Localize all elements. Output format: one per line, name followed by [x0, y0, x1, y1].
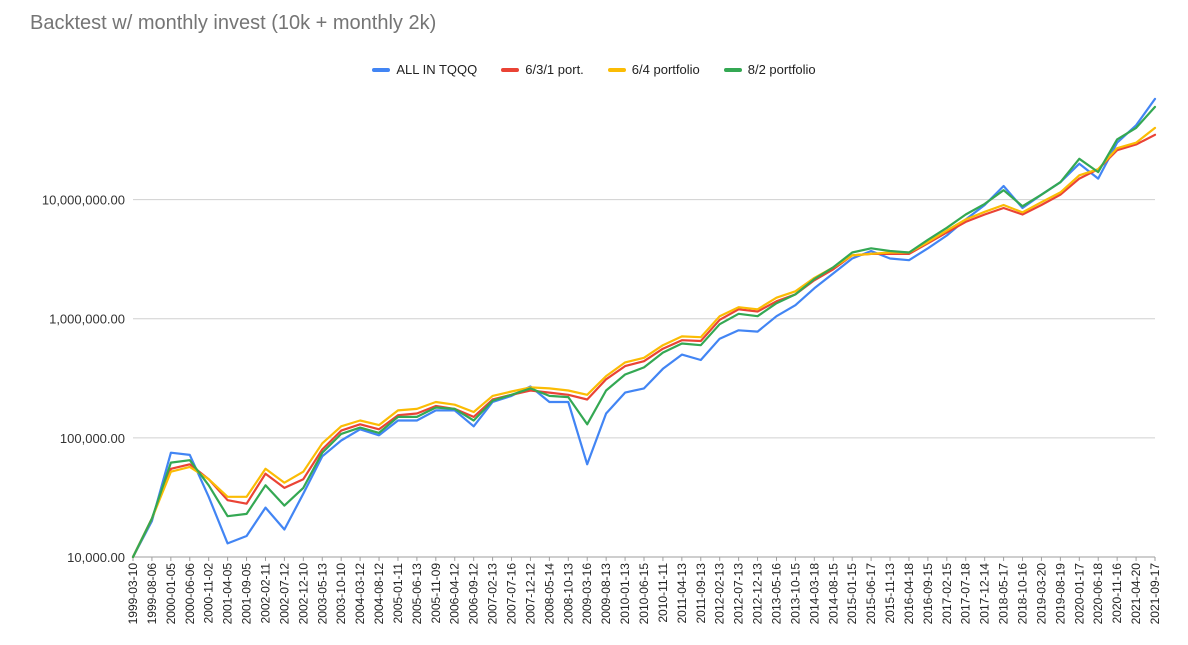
- x-tick-label: 2021-04-20: [1129, 563, 1143, 625]
- x-tick-label: 2006-09-12: [467, 563, 481, 625]
- x-tick-label: 2007-02-13: [486, 563, 500, 625]
- x-tick-label: 2005-11-09: [429, 563, 443, 624]
- legend-label: ALL IN TQQQ: [396, 62, 478, 77]
- x-tick-label: 2011-04-13: [675, 563, 689, 624]
- x-tick-label: 2018-05-17: [997, 563, 1011, 625]
- x-tick-label: 2001-09-05: [240, 563, 254, 625]
- x-tick-label: 2020-06-18: [1091, 563, 1105, 625]
- legend-swatch: [372, 67, 391, 72]
- x-tick-label: 1999-03-10: [126, 563, 140, 625]
- series-line-2: [131, 126, 1157, 559]
- x-tick-label: 2017-02-15: [940, 563, 954, 625]
- chart-legend: ALL IN TQQQ 6/3/1 port. 6/4 portfolio 8/…: [0, 62, 1188, 77]
- x-tick-label: 2010-01-13: [618, 563, 632, 625]
- legend-label: 8/2 portfolio: [747, 62, 816, 77]
- x-tick-label: 2016-09-15: [921, 563, 935, 625]
- legend-swatch: [723, 67, 742, 72]
- y-tick-label: 100,000.00: [60, 431, 125, 446]
- y-tick-label: 1,000,000.00: [49, 312, 125, 327]
- x-tick-label: 2015-06-17: [864, 563, 878, 625]
- x-tick-label: 2005-01-11: [391, 563, 405, 624]
- x-tick-label: 2002-12-10: [296, 563, 310, 625]
- legend-swatch: [501, 67, 520, 72]
- x-tick-label: 2004-08-12: [372, 563, 386, 625]
- x-tick-label: 2012-12-13: [751, 563, 765, 625]
- x-tick-label: 2001-04-05: [221, 563, 235, 625]
- x-tick-label: 2015-11-13: [883, 563, 897, 624]
- x-tick-label: 2013-10-15: [788, 563, 802, 625]
- legend-item-631[interactable]: 6/3/1 port.: [501, 62, 584, 77]
- x-tick-label: 2005-06-13: [410, 563, 424, 625]
- y-tick-label: 10,000,000.00: [42, 193, 125, 208]
- x-tick-label: 2007-07-16: [505, 563, 519, 625]
- x-tick-label: 2018-10-16: [1016, 563, 1030, 625]
- x-tick-label: 2020-11-16: [1110, 563, 1124, 624]
- legend-item-tqqq[interactable]: ALL IN TQQQ: [372, 62, 477, 77]
- x-tick-label: 2012-07-13: [732, 563, 746, 625]
- x-tick-label: 2015-01-15: [845, 563, 859, 625]
- x-tick-label: 2000-01-05: [164, 563, 178, 625]
- x-tick-label: 1999-08-06: [145, 563, 159, 625]
- x-tick-label: 2009-03-16: [580, 563, 594, 625]
- x-tick-label: 2017-07-18: [959, 563, 973, 625]
- x-tick-label: 2013-05-16: [769, 563, 783, 625]
- x-tick-label: 2004-03-12: [353, 563, 367, 625]
- series-line-1: [131, 133, 1157, 559]
- x-tick-label: 2020-01-17: [1072, 563, 1086, 625]
- x-tick-label: 2019-08-19: [1053, 563, 1067, 625]
- x-tick-label: 2019-03-20: [1034, 563, 1048, 625]
- x-tick-label: 2006-04-12: [448, 563, 462, 625]
- x-tick-label: 2000-06-06: [183, 563, 197, 625]
- x-tick-label: 2003-10-10: [334, 563, 348, 625]
- y-tick-label: 10,000.00: [67, 550, 125, 565]
- legend-item-82[interactable]: 8/2 portfolio: [723, 62, 816, 77]
- x-tick-label: 2002-07-12: [277, 563, 291, 625]
- x-tick-label: 2017-12-14: [978, 563, 992, 625]
- legend-swatch: [607, 67, 626, 72]
- x-tick-label: 2010-11-11: [656, 563, 670, 623]
- x-tick-label: 2008-05-14: [542, 563, 556, 625]
- x-tick-label: 2010-06-15: [637, 563, 651, 625]
- series-line-3: [131, 105, 1157, 559]
- chart-title: Backtest w/ monthly invest (10k + monthl…: [30, 12, 437, 34]
- x-tick-label: 2009-08-13: [599, 563, 613, 625]
- x-tick-label: 2014-08-15: [826, 563, 840, 625]
- x-tick-label: 2021-09-17: [1148, 563, 1162, 625]
- legend-label: 6/3/1 port.: [525, 62, 584, 77]
- x-tick-label: 2008-10-13: [561, 563, 575, 625]
- x-tick-label: 2016-04-18: [902, 563, 916, 625]
- legend-item-64[interactable]: 6/4 portfolio: [607, 62, 700, 77]
- legend-label: 6/4 portfolio: [631, 62, 700, 77]
- series-line-0: [131, 97, 1157, 559]
- x-tick-label: 2002-02-11: [258, 563, 272, 624]
- x-tick-label: 2007-12-12: [523, 563, 537, 625]
- x-tick-label: 2014-03-18: [807, 563, 821, 625]
- x-tick-label: 2000-11-02: [202, 563, 216, 624]
- x-tick-label: 2003-05-13: [315, 563, 329, 625]
- x-tick-label: 2012-02-13: [713, 563, 727, 625]
- x-tick-label: 2011-09-13: [694, 563, 708, 624]
